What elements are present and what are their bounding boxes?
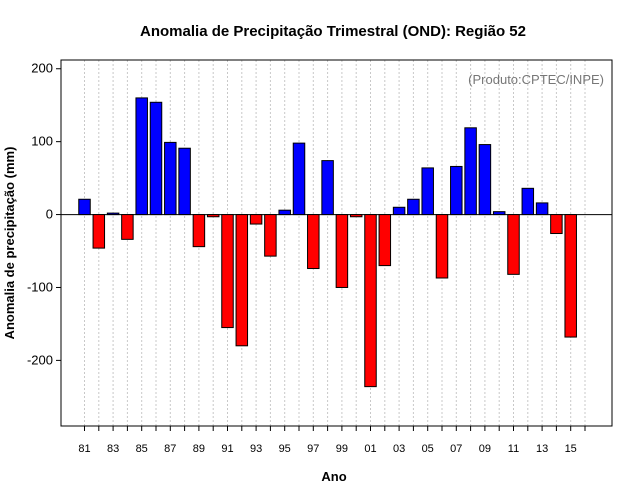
bar-1982 — [92, 214, 106, 249]
bar-1992 — [235, 214, 249, 347]
bar-2011 — [507, 214, 520, 275]
x-tick-label: 87 — [164, 443, 176, 455]
bar-1987 — [164, 141, 177, 216]
x-tick-label: 91 — [221, 443, 233, 455]
bar-2000 — [349, 214, 363, 218]
bar-2012 — [521, 187, 535, 216]
x-tick-label: 05 — [422, 443, 434, 455]
bar-1998 — [321, 160, 334, 216]
x-tick-label: 81 — [78, 443, 90, 455]
bar-2007 — [450, 165, 463, 216]
plot-frame — [60, 59, 613, 427]
chart-title: Anomalia de Precipitação Trimestral (OND… — [140, 23, 526, 40]
bar-2004 — [407, 198, 420, 216]
x-tick-label: 95 — [279, 443, 291, 455]
bar-2009 — [478, 144, 492, 216]
x-tick-label: 13 — [536, 443, 548, 455]
bar-1995 — [278, 209, 291, 216]
y-tick-label: -100 — [27, 279, 53, 294]
y-axis-label: Anomalia de precipitação (mm) — [2, 147, 17, 340]
x-tick-label: 11 — [508, 443, 519, 455]
bar-2013 — [535, 202, 549, 216]
bars — [78, 97, 577, 388]
bar-1997 — [307, 214, 320, 270]
bar-2005 — [421, 167, 434, 216]
bar-2014 — [550, 214, 563, 235]
bar-1991 — [221, 214, 234, 329]
bar-2010 — [492, 211, 506, 216]
y-tick-label: 100 — [31, 134, 53, 149]
x-tick-label: 83 — [107, 443, 119, 455]
y-tick-label: 200 — [31, 61, 53, 76]
x-tick-label: 99 — [336, 443, 348, 455]
bar-2001 — [364, 214, 377, 388]
x-axis-label: Ano — [321, 469, 346, 484]
x-tick-label: 93 — [250, 443, 262, 455]
x-tick-label: 97 — [307, 443, 319, 455]
x-tick-label: 01 — [364, 443, 376, 455]
bar-1996 — [292, 142, 306, 216]
y-tick-label: -200 — [27, 352, 53, 367]
bar-1999 — [335, 214, 349, 288]
x-axis: 81 83 85 87 89 91 93 95 97 99 01 03 05 07 09 11 13 15 — [78, 426, 586, 455]
bar-2006 — [435, 214, 449, 279]
bar-1994 — [264, 214, 277, 257]
bar-1989 — [192, 214, 206, 248]
bar-1981 — [78, 198, 91, 216]
x-tick-label: 15 — [565, 443, 577, 455]
x-tick-label: 85 — [136, 443, 148, 455]
source-annotation: (Produto:CPTEC/INPE) — [468, 72, 604, 87]
y-tick-label: 0 — [46, 207, 53, 222]
bar-2015 — [564, 214, 577, 338]
x-tick-label: 07 — [450, 443, 462, 455]
bar-1985 — [135, 97, 148, 216]
bar-1984 — [121, 214, 134, 240]
y-axis: -200 -100 0 100 200 — [27, 61, 61, 367]
bar-2002 — [378, 214, 392, 267]
bar-1988 — [178, 147, 191, 216]
x-tick-label: 03 — [393, 443, 405, 455]
bar-1983 — [106, 212, 120, 216]
bar-2003 — [392, 206, 406, 216]
x-tick-label: 09 — [479, 443, 491, 455]
bar-1990 — [206, 214, 220, 218]
bar-1993 — [249, 214, 263, 225]
bar-1986 — [149, 101, 163, 216]
x-tick-label: 89 — [193, 443, 205, 455]
bar-2008 — [464, 127, 477, 216]
